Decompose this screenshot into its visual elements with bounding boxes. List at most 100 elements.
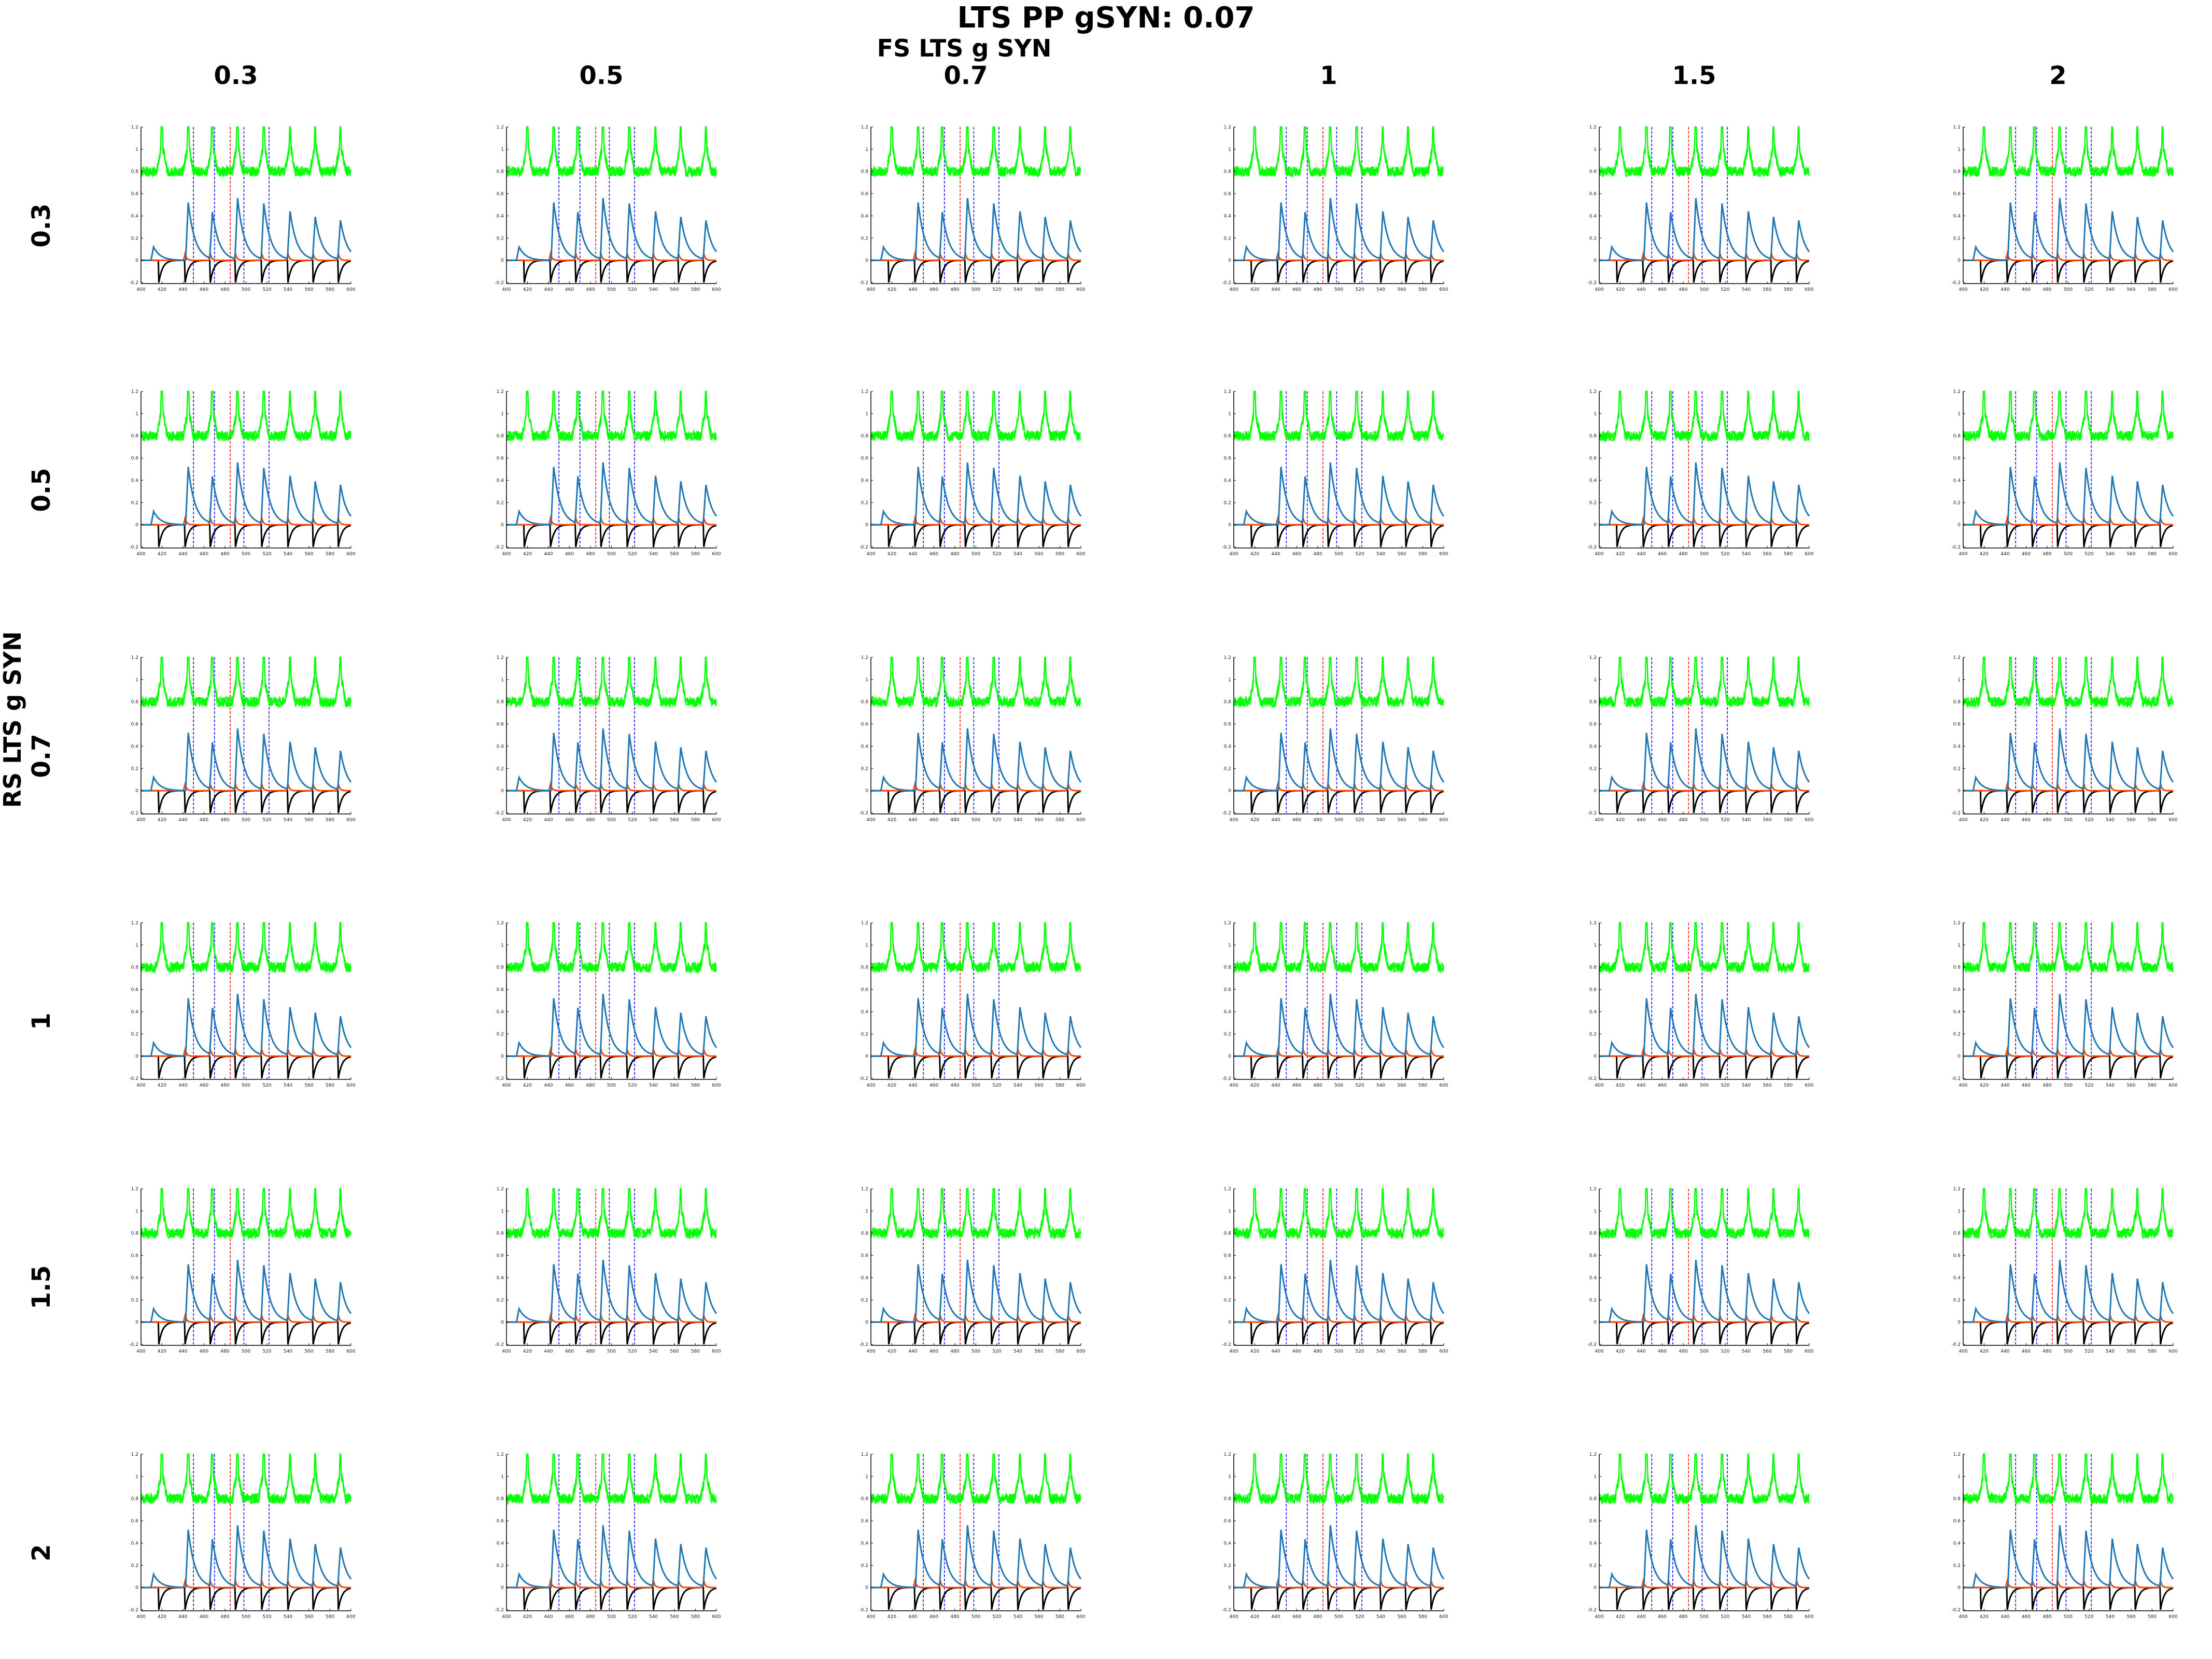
- x-tick-label: 600: [1439, 1083, 1448, 1088]
- series-line: [1962, 1453, 2174, 1506]
- x-tick-label: 400: [502, 818, 511, 823]
- y-tick-label: 0.2: [1589, 236, 1597, 241]
- y-tick-label: 0.8: [861, 700, 869, 705]
- series-line: [140, 922, 351, 975]
- series-line: [1599, 462, 1810, 526]
- y-tick-label: 0: [501, 789, 504, 794]
- series-line: [505, 126, 717, 178]
- x-tick-label: 520: [992, 552, 1001, 557]
- y-tick-label: 1: [865, 678, 868, 683]
- y-tick-label: 0.6: [1953, 722, 1961, 727]
- x-tick-label: 600: [2168, 1614, 2177, 1620]
- series-line: [1233, 1188, 1444, 1241]
- y-tick-label: 0.6: [497, 192, 504, 197]
- series-line: [1234, 1525, 1445, 1588]
- x-tick-label: 580: [1418, 1083, 1427, 1088]
- x-tick-label: 600: [1805, 552, 1813, 557]
- y-tick-label: 0.2: [1589, 1298, 1597, 1303]
- x-tick-label: 600: [1076, 818, 1085, 823]
- x-tick-label: 500: [2064, 818, 2073, 823]
- y-tick-label: 0: [1228, 789, 1231, 794]
- series-line: [1963, 524, 2174, 547]
- x-tick-label: 480: [1679, 1614, 1687, 1620]
- y-tick-label: 0: [135, 789, 138, 794]
- x-tick-label: 480: [1313, 287, 1322, 292]
- y-tick-label: 0.8: [131, 434, 139, 439]
- x-tick-label: 580: [691, 1083, 700, 1088]
- y-tick-label: 0.6: [861, 1254, 869, 1259]
- x-tick-label: 440: [2000, 818, 2009, 823]
- y-tick-label: 0.2: [1953, 1563, 1961, 1568]
- x-tick-label: 560: [304, 1083, 313, 1088]
- x-tick-label: 520: [1721, 1349, 1729, 1354]
- x-tick-label: 420: [1616, 1349, 1625, 1354]
- y-tick-label: 0: [1594, 1585, 1597, 1591]
- y-tick-label: 0.6: [131, 192, 139, 197]
- panel: -0.2 0 0.2 0.4 0.6 0.8 1 1.2 400 420 440 460 480 500 5…: [859, 1452, 1085, 1620]
- x-tick-label: 440: [1271, 287, 1280, 292]
- y-tick-label: 0.6: [1953, 1519, 1961, 1524]
- x-tick-label: 520: [628, 287, 637, 292]
- y-tick-label: 1.2: [497, 655, 504, 660]
- y-tick-label: 0: [1594, 523, 1597, 528]
- y-tick-label: 1: [501, 678, 504, 683]
- x-tick-label: 580: [326, 818, 334, 823]
- x-tick-label: 400: [136, 287, 145, 292]
- y-tick-label: 0: [501, 1054, 504, 1059]
- y-tick-label: 1.2: [861, 655, 868, 660]
- panel: -0.2 0 0.2 0.4 0.6 0.8 1 1.2 400 420 440 460 480 500 5…: [495, 125, 721, 292]
- x-tick-label: 440: [544, 1083, 553, 1088]
- y-tick-label: 0.4: [1953, 478, 1961, 483]
- x-tick-label: 460: [1658, 818, 1667, 823]
- x-tick-label: 460: [200, 1614, 208, 1620]
- x-tick-label: 600: [712, 1083, 721, 1088]
- x-tick-label: 480: [220, 552, 229, 557]
- series-line: [506, 1321, 717, 1345]
- x-tick-label: 540: [1013, 1614, 1022, 1620]
- y-tick-label: 1.2: [131, 921, 138, 926]
- x-tick-label: 540: [649, 287, 658, 292]
- x-tick-label: 460: [1658, 1349, 1667, 1354]
- series-line: [1234, 1586, 1444, 1610]
- x-tick-label: 460: [2022, 818, 2031, 823]
- x-tick-label: 560: [2126, 287, 2135, 292]
- x-tick-label: 560: [1397, 818, 1406, 823]
- x-tick-label: 560: [1763, 1083, 1771, 1088]
- x-tick-label: 500: [1700, 287, 1709, 292]
- x-tick-label: 560: [1763, 1614, 1771, 1620]
- x-tick-label: 540: [2106, 1614, 2115, 1620]
- x-tick-label: 600: [346, 287, 355, 292]
- y-tick-label: 0.6: [1224, 456, 1232, 461]
- y-tick-label: 0.6: [131, 456, 139, 461]
- x-tick-label: 480: [2042, 552, 2051, 557]
- x-tick-label: 440: [1271, 1083, 1280, 1088]
- series-line: [1962, 126, 2174, 178]
- series-line: [141, 1586, 351, 1610]
- series-line: [1963, 1055, 2174, 1079]
- column-header: 2: [2049, 61, 2067, 90]
- y-tick-label: 0.2: [497, 1563, 504, 1568]
- x-tick-label: 520: [1721, 1083, 1729, 1088]
- y-tick-label: 0.8: [861, 1497, 869, 1502]
- x-tick-label: 560: [1397, 1083, 1406, 1088]
- x-tick-label: 560: [1034, 1349, 1043, 1354]
- series-line: [1598, 390, 1810, 443]
- y-tick-label: 0: [1594, 258, 1597, 263]
- x-tick-label: 420: [158, 552, 166, 557]
- series-line: [1599, 1525, 1810, 1588]
- y-tick-label: 1.2: [861, 1187, 868, 1192]
- panel: -0.2 0 0.2 0.4 0.6 0.8 1 1.2 400 420 440 460 480 500 5…: [1222, 389, 1448, 557]
- y-tick-label: 0.6: [1589, 722, 1597, 727]
- series-line: [1233, 390, 1444, 442]
- x-tick-label: 520: [1721, 1614, 1729, 1620]
- y-tick-label: 0.4: [1224, 1275, 1232, 1281]
- panel: -0.2 0 0.2 0.4 0.6 0.8 1 1.2 400 420 440 460 480 500 5…: [859, 1187, 1085, 1354]
- series-line: [506, 922, 717, 974]
- x-tick-label: 460: [929, 1349, 938, 1354]
- x-tick-label: 580: [1055, 287, 1064, 292]
- column-header: 0.3: [214, 61, 258, 90]
- x-tick-label: 440: [1637, 1614, 1645, 1620]
- y-tick-label: 0.6: [497, 988, 504, 993]
- x-tick-label: 400: [1229, 1083, 1238, 1088]
- x-tick-label: 480: [1313, 552, 1322, 557]
